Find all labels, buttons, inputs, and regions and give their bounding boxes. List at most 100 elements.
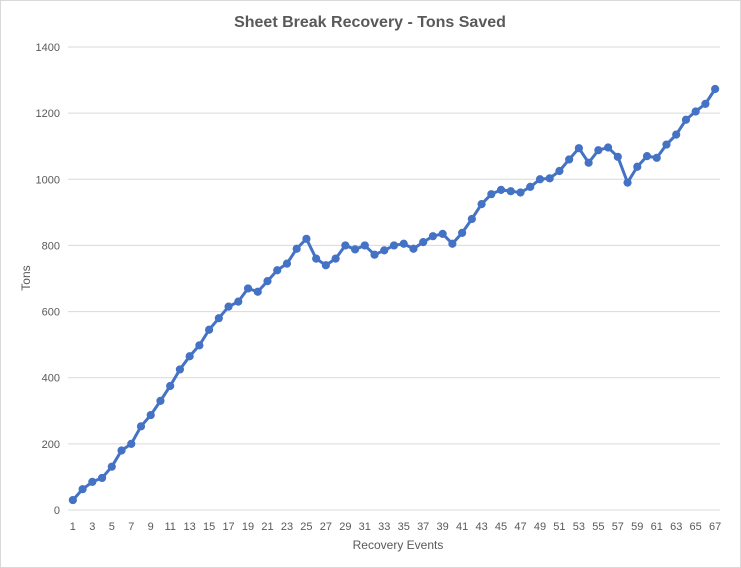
y-tick-label: 1400	[36, 42, 60, 54]
data-point	[136, 422, 146, 431]
data-point	[146, 410, 155, 420]
x-tick-label: 17	[222, 521, 234, 533]
y-axis-label: Tons	[19, 265, 33, 290]
data-point	[185, 352, 194, 361]
data-point	[691, 107, 700, 116]
x-tick-label: 7	[128, 521, 134, 533]
data-point	[642, 152, 652, 161]
data-point	[555, 166, 564, 176]
x-tick-label: 61	[651, 521, 663, 533]
x-tick-label: 51	[553, 521, 565, 533]
data-point	[234, 297, 243, 306]
data-point	[672, 130, 681, 139]
data-point	[166, 381, 175, 391]
data-point	[438, 229, 447, 238]
data-point	[175, 365, 185, 374]
x-tick-label: 29	[339, 521, 351, 533]
data-point	[496, 185, 506, 194]
data-point	[302, 234, 311, 243]
x-tick-label: 15	[203, 521, 215, 533]
data-point	[448, 239, 457, 248]
x-tick-label: 23	[281, 521, 293, 533]
chart-title: Sheet Break Recovery - Tons Saved	[234, 14, 506, 31]
data-point	[652, 153, 661, 162]
data-point	[389, 241, 399, 250]
data-point	[127, 439, 136, 448]
data-point	[487, 190, 496, 199]
data-point	[428, 232, 438, 241]
data-point	[282, 259, 292, 268]
y-tick-label: 1200	[36, 108, 60, 120]
data-point	[350, 245, 360, 254]
data-point	[273, 266, 282, 275]
data-point	[399, 239, 408, 248]
series-line	[71, 88, 717, 502]
x-tick-label: 39	[437, 521, 449, 533]
data-point	[312, 254, 321, 263]
x-tick-label: 63	[670, 521, 682, 533]
data-point	[243, 284, 253, 293]
data-point	[467, 214, 476, 224]
y-tick-label: 200	[42, 439, 60, 451]
x-tick-label: 57	[612, 521, 624, 533]
x-tick-label: 33	[378, 521, 390, 533]
data-point	[633, 162, 642, 171]
x-tick-label: 41	[456, 521, 468, 533]
series-points	[68, 84, 720, 505]
x-tick-label: 65	[690, 521, 702, 533]
x-tick-label: 49	[534, 521, 546, 533]
x-tick-label: 25	[300, 521, 312, 533]
data-point	[195, 341, 204, 350]
data-point	[419, 238, 428, 247]
data-point	[360, 241, 369, 250]
data-point	[409, 244, 418, 253]
x-tick-label: 67	[709, 521, 721, 533]
data-point	[458, 228, 467, 237]
x-tick-label: 37	[417, 521, 429, 533]
data-point	[623, 178, 632, 187]
data-point	[370, 250, 379, 259]
data-point	[214, 314, 223, 323]
data-point	[224, 302, 233, 311]
x-tick-label: 35	[398, 521, 410, 533]
data-point	[565, 155, 574, 164]
data-point	[292, 244, 301, 253]
y-tick-label: 0	[54, 505, 60, 517]
x-axis-label: Recovery Events	[353, 538, 444, 552]
y-tick-label: 1000	[36, 174, 60, 186]
x-tick-label: 27	[320, 521, 332, 533]
data-point	[516, 188, 525, 197]
y-tick-label: 600	[42, 307, 60, 319]
data-point	[97, 473, 107, 483]
data-point	[78, 485, 87, 494]
data-point	[603, 143, 613, 152]
data-point	[584, 158, 593, 167]
data-point	[331, 254, 340, 263]
x-tick-label: 43	[475, 521, 487, 533]
y-tick-label: 800	[42, 240, 60, 252]
x-axis-ticks: 1 3 5 7 9 11 13 15 17 19 21 23 25 27 29 31 33 35 37 39 41 43 4…	[70, 521, 721, 533]
x-tick-label: 45	[495, 521, 507, 533]
data-point	[205, 325, 214, 334]
x-tick-label: 5	[109, 521, 115, 533]
x-tick-label: 13	[184, 521, 196, 533]
data-point	[117, 446, 126, 455]
data-point	[681, 115, 691, 124]
y-axis-ticks: 0 200 400 600 800 1000 1200 1400	[36, 42, 60, 517]
y-tick-label: 400	[42, 373, 60, 385]
x-tick-label: 31	[359, 521, 371, 533]
x-tick-label: 53	[573, 521, 585, 533]
data-point	[68, 495, 77, 505]
x-tick-label: 55	[592, 521, 604, 533]
x-tick-label: 21	[261, 521, 273, 533]
x-tick-label: 59	[631, 521, 643, 533]
data-point	[701, 99, 710, 108]
x-tick-label: 19	[242, 521, 254, 533]
data-point	[107, 462, 116, 471]
x-tick-label: 11	[164, 521, 175, 533]
data-point	[574, 144, 583, 153]
data-point	[594, 146, 603, 155]
x-tick-label: 9	[148, 521, 154, 533]
data-point	[263, 277, 272, 286]
